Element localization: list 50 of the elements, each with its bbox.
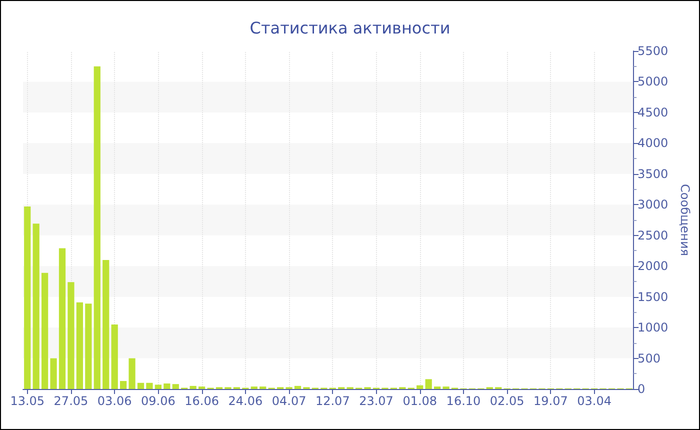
y-tick-label: 4000 [638, 136, 668, 150]
x-tick-label: 03.04 [577, 394, 612, 408]
x-tick-label: 13.05 [10, 394, 45, 408]
y-tick-label: 5000 [638, 74, 668, 89]
bar [128, 358, 136, 389]
bar [294, 386, 302, 389]
bar [190, 386, 196, 389]
x-tick-label: 04.07 [272, 394, 306, 408]
x-tick-label: 09.06 [141, 394, 176, 408]
x-tick-label: 01.08 [402, 394, 438, 408]
y-tick-label: 1000 [638, 320, 668, 335]
y-tick-label: 1500 [638, 290, 668, 304]
y-tick-label: 3000 [638, 198, 668, 212]
bar [76, 302, 84, 389]
bar [146, 382, 153, 389]
y-tick-label: 3500 [638, 166, 668, 181]
bar [94, 66, 100, 389]
y-axis-title: Сообщения [678, 184, 692, 256]
bar [416, 385, 424, 389]
x-tick-label: 19.07 [534, 394, 568, 408]
y-tick-label: 5500 [638, 44, 668, 58]
bar [172, 384, 179, 389]
x-tick-label: 03.06 [97, 394, 132, 408]
bar [32, 224, 40, 389]
y-tick-label: 0 [638, 382, 646, 396]
x-tick-label: 24.06 [228, 394, 263, 408]
bar [425, 379, 432, 389]
y-tick-label: 500 [638, 351, 660, 366]
bar [68, 282, 74, 389]
bar [41, 272, 48, 389]
bar [85, 304, 92, 389]
bar [164, 383, 170, 389]
chart-title: Статистика активности [250, 18, 450, 38]
x-tick-label: 16.06 [184, 394, 219, 408]
bar [50, 358, 57, 389]
x-tick-label: 12.07 [315, 394, 350, 408]
y-tick-label: 2500 [638, 228, 668, 242]
bar [120, 381, 127, 389]
bar [24, 206, 31, 389]
bar [154, 384, 162, 389]
bar [102, 260, 110, 389]
bar [58, 248, 66, 389]
x-tick-label: 27.05 [54, 394, 88, 408]
x-tick-label: 02.05 [490, 394, 524, 408]
x-tick-label: 16.10 [446, 394, 481, 408]
x-tick-label: 23.07 [359, 394, 394, 408]
bar [137, 382, 144, 389]
y-tick-label: 4500 [638, 105, 668, 120]
bar [111, 324, 118, 389]
y-tick-label: 2000 [638, 259, 668, 274]
